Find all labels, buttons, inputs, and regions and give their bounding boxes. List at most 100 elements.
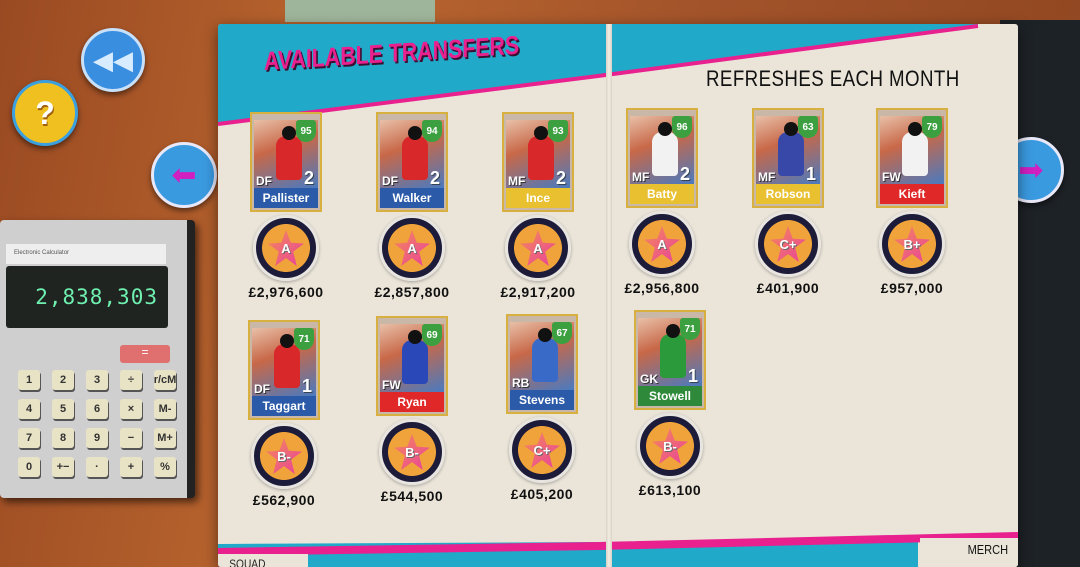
rating-badge: 95 bbox=[296, 120, 316, 142]
rewind-button[interactable]: ◀◀ bbox=[81, 28, 145, 92]
player-card[interactable]: 69 FW Ryan bbox=[376, 316, 448, 416]
player-head bbox=[784, 122, 798, 136]
tab-merch[interactable]: MERCH bbox=[967, 542, 1009, 557]
player-image bbox=[880, 116, 944, 184]
player-position: FW bbox=[382, 378, 401, 392]
player-price: £2,976,600 bbox=[248, 284, 324, 300]
player-level: 1 bbox=[687, 366, 698, 386]
player-card[interactable]: 96 MF 2 Batty bbox=[626, 108, 698, 208]
player-name: Batty bbox=[630, 184, 694, 204]
player-name: Ryan bbox=[380, 392, 444, 412]
calculator-key[interactable]: 4 bbox=[18, 399, 40, 419]
calculator-display: 2,838,303 bbox=[6, 266, 168, 328]
calculator-key[interactable]: +− bbox=[52, 457, 74, 477]
arrow-left-icon: ⬅ bbox=[171, 158, 197, 192]
player-figure bbox=[276, 136, 302, 180]
player-name: Pallister bbox=[254, 188, 318, 208]
player-name: Taggart bbox=[252, 396, 316, 416]
calculator-key[interactable]: 2 bbox=[52, 370, 74, 390]
player-head bbox=[408, 126, 422, 140]
player-position: RB bbox=[512, 376, 530, 390]
player-head bbox=[280, 334, 294, 348]
player-card[interactable]: 71 DF 1 Taggart bbox=[248, 320, 320, 420]
calculator-key[interactable]: M- bbox=[154, 399, 176, 419]
player-figure bbox=[402, 340, 428, 384]
grade-star-icon: B- bbox=[266, 438, 302, 474]
player-card[interactable]: 67 RB Stevens bbox=[506, 314, 578, 414]
player-figure bbox=[902, 132, 928, 176]
grade-star-icon: C+ bbox=[770, 226, 806, 262]
player-head bbox=[282, 126, 296, 140]
player-position: MF bbox=[758, 170, 776, 184]
player-head bbox=[534, 126, 548, 140]
player-card[interactable]: 71 GK 1 Stowell bbox=[634, 310, 706, 410]
player-name: Walker bbox=[380, 188, 444, 208]
grade-label: A bbox=[407, 240, 417, 256]
calculator-key[interactable]: % bbox=[154, 457, 176, 477]
calculator-key[interactable]: 9 bbox=[86, 428, 108, 448]
calculator-key[interactable]: r/cM bbox=[154, 370, 176, 390]
rewind-icon: ◀◀ bbox=[93, 44, 133, 75]
calculator-key[interactable]: × bbox=[120, 399, 142, 419]
player-figure bbox=[532, 338, 558, 382]
grade-badge: A bbox=[629, 211, 695, 277]
player-price: £544,500 bbox=[380, 488, 444, 504]
calculator-key[interactable]: · bbox=[86, 457, 108, 477]
player-card[interactable]: 95 DF 2 Pallister bbox=[250, 112, 322, 212]
rating-badge: 93 bbox=[548, 120, 568, 142]
grade-badge: B- bbox=[379, 419, 445, 485]
refresh-note: REFRESHES EACH MONTH bbox=[706, 66, 960, 91]
grade-star-icon: B+ bbox=[894, 226, 930, 262]
calculator-key[interactable]: M+ bbox=[154, 428, 176, 448]
player-card[interactable]: 94 DF 2 Walker bbox=[376, 112, 448, 212]
player-price: £405,200 bbox=[510, 486, 574, 502]
calculator-key[interactable]: 5 bbox=[52, 399, 74, 419]
player-card[interactable]: 93 MF 2 Ince bbox=[502, 112, 574, 212]
tab-squad[interactable]: SQUAD bbox=[229, 557, 266, 567]
calculator-key[interactable]: 3 bbox=[86, 370, 108, 390]
calculator-key[interactable]: 1 bbox=[18, 370, 40, 390]
help-button[interactable]: ? bbox=[12, 80, 78, 146]
grade-star-icon: A bbox=[268, 230, 304, 266]
display-value: 2,838,303 bbox=[35, 285, 158, 309]
arrow-right-icon: ➡ bbox=[1018, 153, 1044, 187]
player-position: FW bbox=[882, 170, 901, 184]
equals-key[interactable]: = bbox=[120, 345, 170, 363]
grade-label: B- bbox=[663, 438, 677, 454]
calculator-key[interactable]: ÷ bbox=[120, 370, 142, 390]
player-head bbox=[538, 328, 552, 342]
calculator-key[interactable]: 0 bbox=[18, 457, 40, 477]
calculator-key[interactable]: 7 bbox=[18, 428, 40, 448]
grade-label: A bbox=[657, 236, 667, 252]
player-price: £2,956,800 bbox=[624, 280, 700, 296]
prev-page-button[interactable]: ⬅ bbox=[151, 142, 217, 208]
grade-star-icon: A bbox=[644, 226, 680, 262]
help-label: ? bbox=[35, 94, 55, 131]
grade-badge: A bbox=[505, 215, 571, 281]
rating-badge: 71 bbox=[294, 328, 314, 350]
grade-label: A bbox=[533, 240, 543, 256]
calculator-key[interactable]: + bbox=[120, 457, 142, 477]
rating-badge: 96 bbox=[672, 116, 692, 138]
calculator-key[interactable]: 6 bbox=[86, 399, 108, 419]
player-price: £957,000 bbox=[880, 280, 944, 296]
calculator-key[interactable]: − bbox=[120, 428, 142, 448]
player-figure bbox=[274, 344, 300, 388]
player-name: Stowell bbox=[638, 386, 702, 406]
player-price: £401,900 bbox=[756, 280, 820, 296]
grade-star-icon: A bbox=[394, 230, 430, 266]
calculator: Electronic Calculator 2,838,303 = 1 2 3 ÷ r/… bbox=[0, 220, 195, 498]
player-card[interactable]: 79 FW Kieft bbox=[876, 108, 948, 208]
player-name: Ince bbox=[506, 188, 570, 208]
grade-star-icon: A bbox=[520, 230, 556, 266]
rating-badge: 71 bbox=[680, 318, 700, 340]
player-price: £2,857,800 bbox=[374, 284, 450, 300]
calculator-label: Electronic Calculator bbox=[6, 244, 166, 264]
player-card[interactable]: 63 MF 1 Robson bbox=[752, 108, 824, 208]
player-level: 2 bbox=[303, 168, 314, 188]
player-name: Stevens bbox=[510, 390, 574, 410]
calculator-key[interactable]: 8 bbox=[52, 428, 74, 448]
grade-label: C+ bbox=[779, 236, 797, 252]
rating-badge: 79 bbox=[922, 116, 942, 138]
grade-badge: B- bbox=[251, 423, 317, 489]
